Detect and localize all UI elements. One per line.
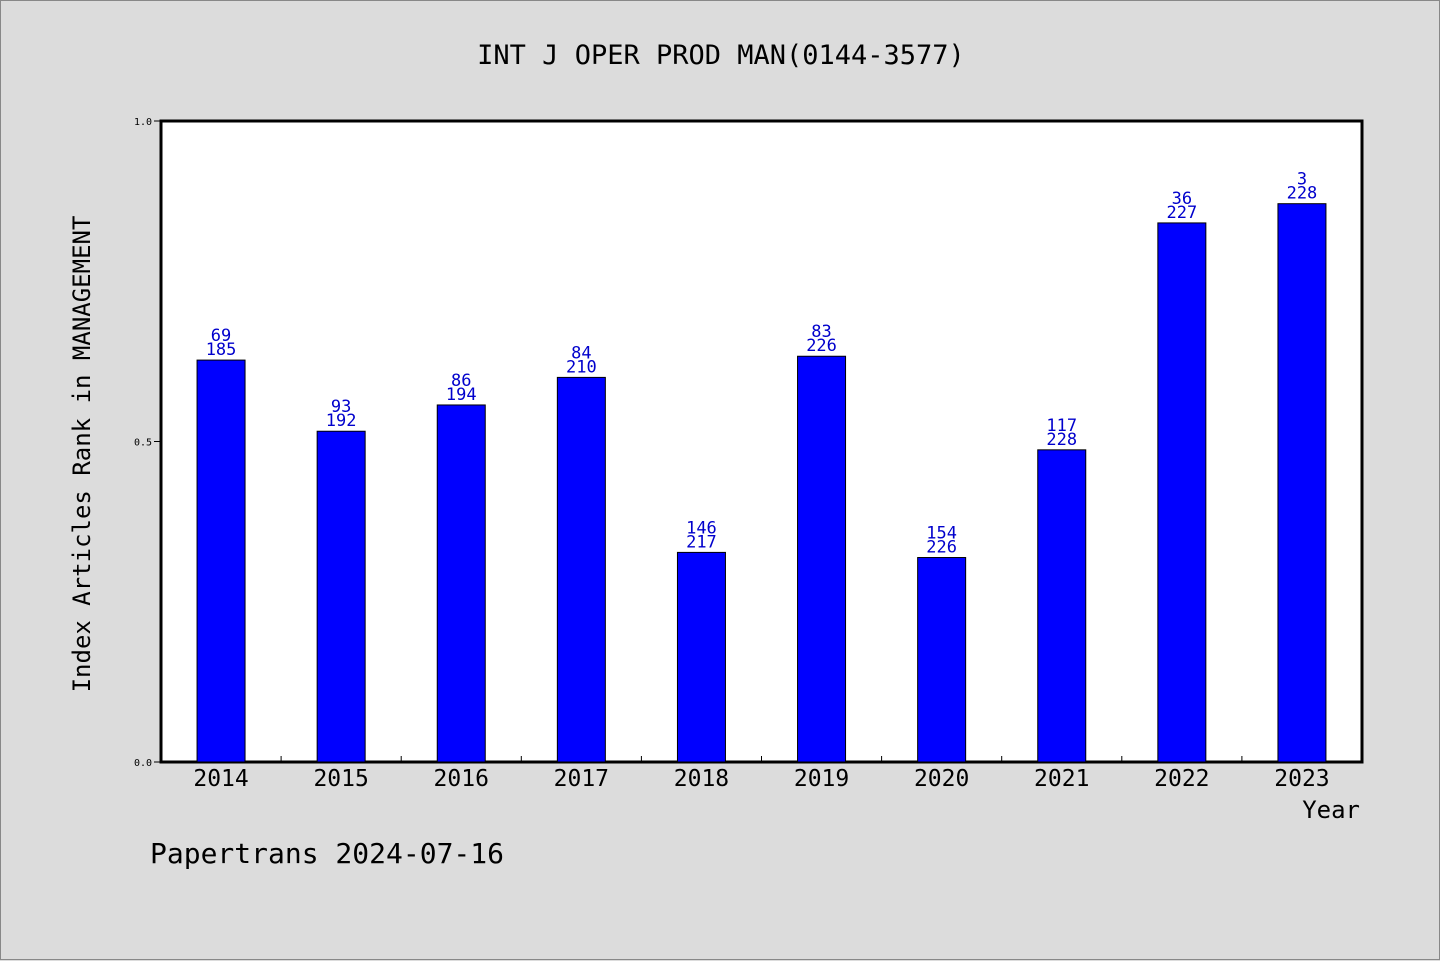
x-tick-label: 2015: [313, 766, 368, 792]
chart-title: INT J OPER PROD MAN(0144-3577): [477, 40, 965, 71]
x-tick-label: 2021: [1034, 766, 1089, 792]
bar-2017: [556, 376, 606, 763]
bar-2015: [316, 430, 366, 763]
y-axis: 0.0 0.5 1.0: [134, 117, 161, 769]
total-label: 226: [926, 538, 957, 558]
rank-label: 146: [686, 518, 717, 538]
rank-label: 36: [1172, 189, 1192, 209]
total-label: 185: [206, 340, 237, 360]
bar-2023: [1277, 203, 1327, 763]
rank-label: 154: [926, 524, 957, 544]
total-label: 226: [806, 336, 837, 356]
rank-label: 69: [211, 326, 231, 346]
data-labels: 1856919293194862108421714622683226154228…: [206, 170, 1318, 558]
x-tick-label: 2023: [1274, 766, 1329, 792]
x-axis: 2014 2015 2016 2017 2018 2019 2020 2021 2022 2023: [193, 756, 1330, 792]
bar-series: [196, 203, 1327, 763]
x-tick-label: 2014: [193, 766, 248, 792]
y-tick-label: 0.5: [134, 438, 152, 449]
y-axis-label: Index Articles Rank in MANAGEMENT: [68, 216, 96, 693]
rank-label: 86: [451, 371, 471, 391]
rank-label: 3: [1297, 170, 1307, 190]
x-axis-label: Year: [1302, 796, 1360, 824]
x-tick-label: 2019: [794, 766, 849, 792]
y-tick-label: 0.0: [134, 758, 152, 769]
x-tick-label: 2018: [674, 766, 729, 792]
x-tick-label: 2020: [914, 766, 969, 792]
total-label: 228: [1046, 430, 1077, 450]
bar-2018: [676, 551, 726, 763]
x-tick-label: 2016: [434, 766, 489, 792]
rank-label: 84: [571, 343, 591, 363]
bar-2022: [1157, 222, 1207, 763]
total-label: 194: [446, 385, 477, 405]
total-label: 217: [686, 532, 717, 552]
rank-label: 117: [1046, 416, 1077, 436]
total-label: 210: [566, 357, 597, 377]
bar-2016: [436, 404, 486, 763]
bar-2014: [196, 359, 246, 763]
bar-2021: [1037, 449, 1087, 763]
footer-text: Papertrans 2024-07-16: [150, 837, 504, 870]
x-tick-label: 2017: [554, 766, 609, 792]
rank-label: 83: [811, 322, 831, 342]
x-tick-label: 2022: [1154, 766, 1209, 792]
bar-2019: [797, 355, 847, 763]
total-label: 228: [1287, 184, 1318, 204]
rank-label: 93: [331, 397, 351, 417]
y-tick-label: 1.0: [134, 117, 152, 128]
bar-2020: [917, 557, 967, 763]
total-label: 192: [326, 411, 357, 431]
total-label: 227: [1166, 203, 1197, 223]
